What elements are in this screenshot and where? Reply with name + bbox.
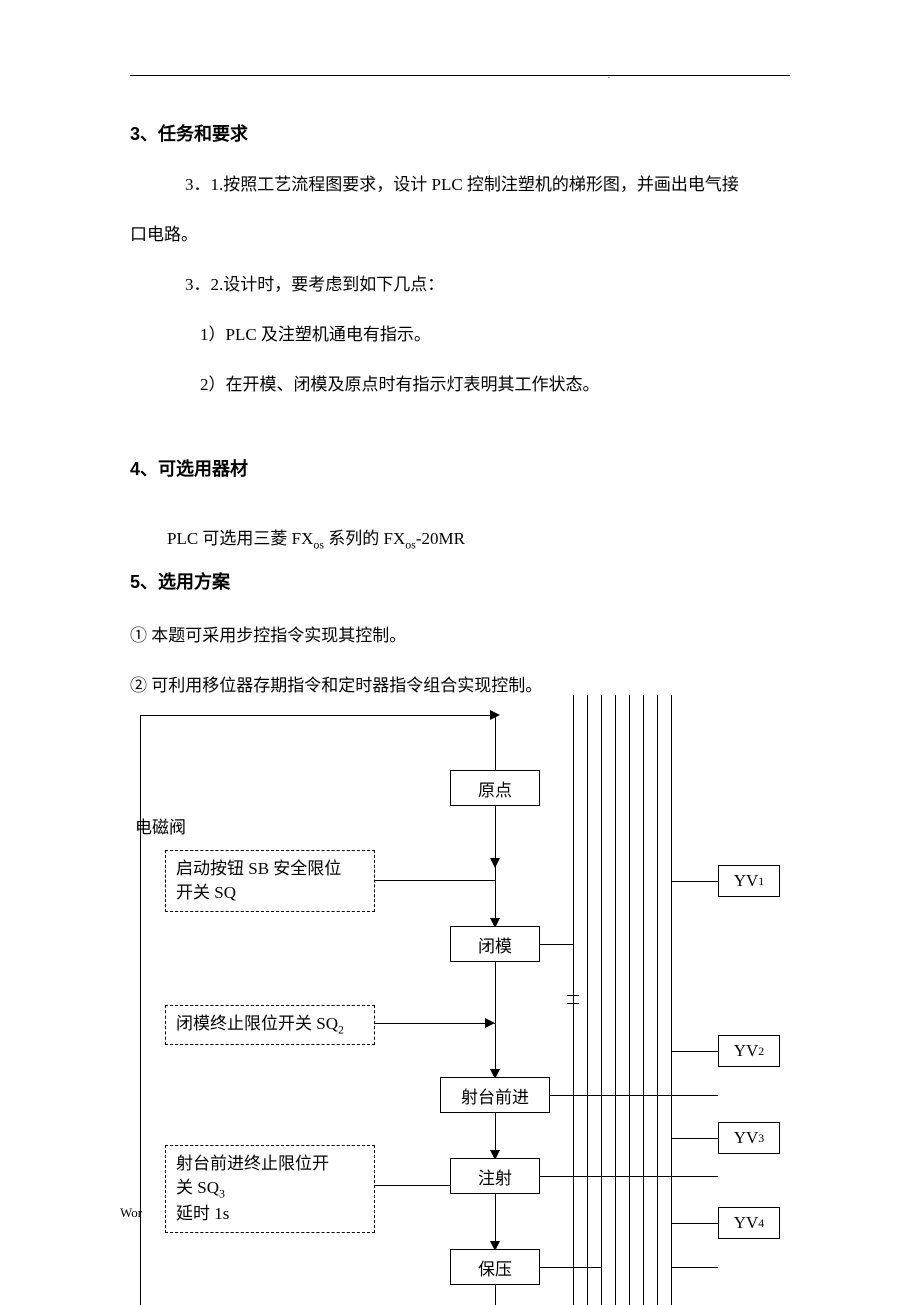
section3-p4: 2）在开模、闭模及原点时有指示灯表明其工作状态。 bbox=[200, 372, 600, 398]
section4-sub2: os bbox=[405, 537, 416, 551]
bus-2 bbox=[587, 695, 588, 1305]
node-inject: 注射 bbox=[450, 1158, 540, 1194]
bus-5 bbox=[629, 695, 630, 1305]
section3-p2: 3．2.设计时，要考虑到如下几点： bbox=[185, 272, 444, 298]
bus-to-yv2 bbox=[671, 1051, 718, 1052]
node-forward: 射台前进 bbox=[440, 1077, 550, 1113]
node-hold: 保压 bbox=[450, 1249, 540, 1285]
yv1-s: 1 bbox=[758, 874, 764, 889]
cond-start-l2: 开关 SQ bbox=[176, 883, 236, 902]
section3-heading: 3、任务和要求 bbox=[130, 120, 248, 146]
bus-7 bbox=[657, 695, 658, 1305]
forward-to-yv2 bbox=[550, 1095, 718, 1096]
tick-close-a bbox=[567, 995, 579, 996]
section3-p1b: 口电路。 bbox=[130, 222, 198, 248]
bus-3 bbox=[601, 695, 602, 1305]
bus-to-yv1 bbox=[671, 881, 718, 882]
cond2-arrow-icon bbox=[485, 1018, 495, 1028]
flow-diagram: 电磁阀 Wor 原点 启动按钮 SB 安全限位 开关 SQ 闭模 闭模终止限位开… bbox=[130, 695, 790, 1305]
section4-p1c: -20MR bbox=[416, 529, 465, 548]
bus-4 bbox=[615, 695, 616, 1305]
hold-bus-to-yv4-area bbox=[671, 1267, 718, 1268]
section5-heading: 5、选用方案 bbox=[130, 568, 230, 594]
section4-sub1: os bbox=[313, 537, 324, 551]
cond-start-l1: 启动按钮 SB 安全限位 bbox=[176, 859, 341, 878]
section3-p3: 1）PLC 及注塑机通电有指示。 bbox=[200, 322, 431, 348]
cond3-sub: 3 bbox=[219, 1186, 225, 1200]
return-bus-h bbox=[140, 715, 490, 716]
spine-1b bbox=[495, 866, 496, 926]
close-to-bus bbox=[540, 944, 573, 945]
cond-close-limit: 闭模终止限位开关 SQ2 bbox=[165, 1005, 375, 1045]
cond-forward-limit: 射台前进终止限位开 关 SQ3 延时 1s bbox=[165, 1145, 375, 1233]
yv4-s: 4 bbox=[758, 1216, 764, 1231]
spine-2 bbox=[495, 962, 496, 1077]
yv2-t: YV bbox=[734, 1041, 759, 1061]
cond1-to-spine bbox=[375, 880, 495, 881]
yv4-t: YV bbox=[734, 1213, 759, 1233]
yv1-t: YV bbox=[734, 871, 759, 891]
page: . 3、任务和要求 3．1.按照工艺流程图要求，设计 PLC 控制注塑机的梯形图… bbox=[0, 0, 920, 1302]
section3-p1: 3．1.按照工艺流程图要求，设计 PLC 控制注塑机的梯形图，并画出电气接 bbox=[185, 172, 739, 198]
cond3-l3: 延时 1s bbox=[176, 1204, 229, 1223]
section5-p1: ① 本题可采用步控指令实现其控制。 bbox=[130, 623, 406, 649]
header-dot: . bbox=[608, 71, 610, 80]
word-label: Wor bbox=[120, 1205, 142, 1221]
spine-1 bbox=[495, 806, 496, 866]
section4-heading: 4、可选用器材 bbox=[130, 455, 248, 481]
node-close: 闭模 bbox=[450, 926, 540, 962]
bus-to-yv4 bbox=[671, 1223, 718, 1224]
yv3-s: 3 bbox=[758, 1131, 764, 1146]
output-yv2: YV2 bbox=[718, 1035, 780, 1067]
node-origin: 原点 bbox=[450, 770, 540, 806]
cond2-to-spine bbox=[375, 1023, 495, 1024]
bus-8 bbox=[671, 695, 672, 1305]
spine-0 bbox=[495, 715, 496, 770]
output-yv3: YV3 bbox=[718, 1122, 780, 1154]
output-yv4: YV4 bbox=[718, 1207, 780, 1239]
cond-start: 启动按钮 SB 安全限位 开关 SQ bbox=[165, 850, 375, 912]
yv2-s: 2 bbox=[758, 1044, 764, 1059]
bus-6 bbox=[643, 695, 644, 1305]
bus-to-yv3 bbox=[671, 1138, 718, 1139]
bus-1 bbox=[573, 695, 574, 1305]
tick-close-b bbox=[567, 1003, 579, 1004]
cond2-sub: 2 bbox=[338, 1022, 344, 1036]
solenoid-label: 电磁阀 bbox=[135, 813, 186, 838]
spine-5 bbox=[495, 1285, 496, 1305]
inject-to-yv3 bbox=[540, 1176, 718, 1177]
hold-to-bus bbox=[540, 1267, 601, 1268]
yv3-t: YV bbox=[734, 1128, 759, 1148]
cond2-text: 闭模终止限位开关 SQ bbox=[176, 1014, 338, 1033]
cond3-l1: 射台前进终止限位开 bbox=[176, 1154, 329, 1173]
cond3-l2: 关 SQ bbox=[176, 1178, 219, 1197]
output-yv1: YV1 bbox=[718, 865, 780, 897]
section4-p1a: PLC 可选用三菱 FX bbox=[167, 529, 313, 548]
section4-p1b: 系列的 FX bbox=[324, 529, 405, 548]
header-rule bbox=[130, 75, 790, 76]
